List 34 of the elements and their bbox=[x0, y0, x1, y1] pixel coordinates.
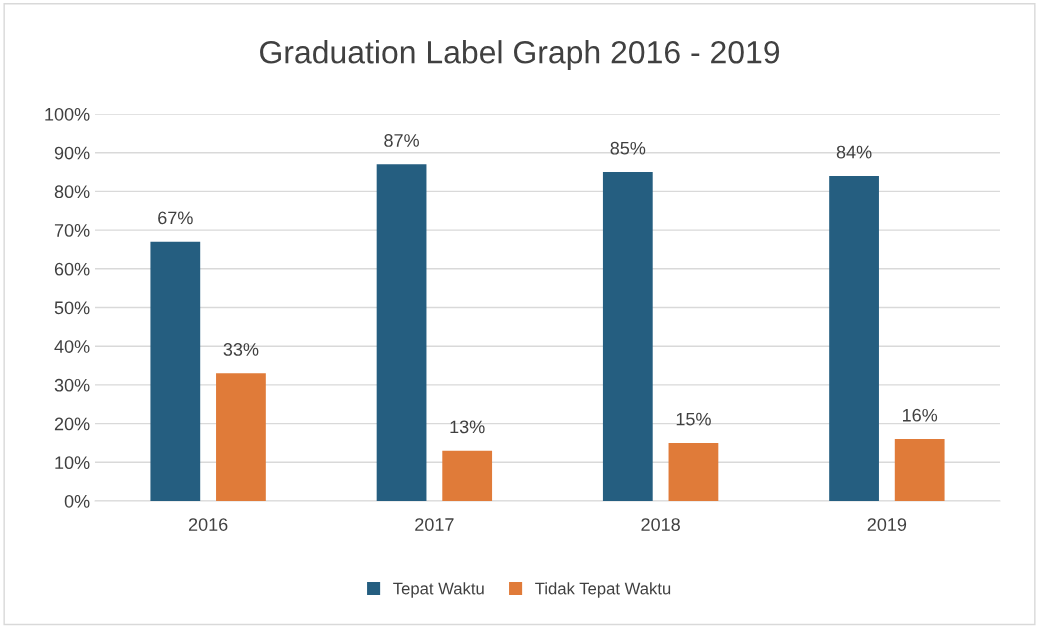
data-label: 85% bbox=[610, 141, 646, 155]
y-tick-label: 80% bbox=[54, 185, 90, 199]
y-tick-label: 100% bbox=[45, 107, 90, 121]
y-tick-label: 40% bbox=[54, 340, 90, 353]
y-tick-label: 60% bbox=[54, 262, 90, 276]
legend-label: Tepat Waktu bbox=[393, 582, 484, 598]
y-tick-label: 30% bbox=[54, 378, 90, 392]
y-tick-label: 20% bbox=[54, 417, 90, 431]
bar bbox=[150, 241, 201, 501]
bar bbox=[894, 439, 945, 501]
bar bbox=[602, 172, 653, 501]
legend-label: Tidak Tepat Waktu bbox=[535, 582, 671, 598]
x-tick-label: 2016 bbox=[188, 518, 228, 531]
data-label: 67% bbox=[158, 211, 193, 225]
data-label: 33% bbox=[223, 343, 259, 356]
bar bbox=[216, 373, 266, 501]
chart-title: Graduation Label Graph 2016 - 2019 bbox=[260, 40, 780, 70]
bar bbox=[442, 450, 493, 501]
bar bbox=[376, 164, 427, 501]
y-tick-label: 90% bbox=[54, 146, 90, 160]
y-tick-label: 0% bbox=[64, 494, 90, 508]
data-label: 16% bbox=[902, 408, 938, 422]
data-label: 15% bbox=[676, 412, 711, 426]
y-tick-label: 70% bbox=[54, 224, 90, 237]
x-tick-label: 2019 bbox=[867, 518, 907, 531]
bar bbox=[668, 442, 719, 501]
bar bbox=[829, 175, 879, 501]
data-label: 13% bbox=[450, 420, 485, 434]
y-tick-label: 10% bbox=[55, 456, 90, 470]
x-tick-label: 2018 bbox=[641, 518, 680, 531]
data-label: 87% bbox=[384, 134, 419, 147]
data-label: 84% bbox=[836, 145, 872, 159]
x-tick-label: 2017 bbox=[415, 518, 454, 531]
y-tick-label: 50% bbox=[54, 301, 90, 315]
